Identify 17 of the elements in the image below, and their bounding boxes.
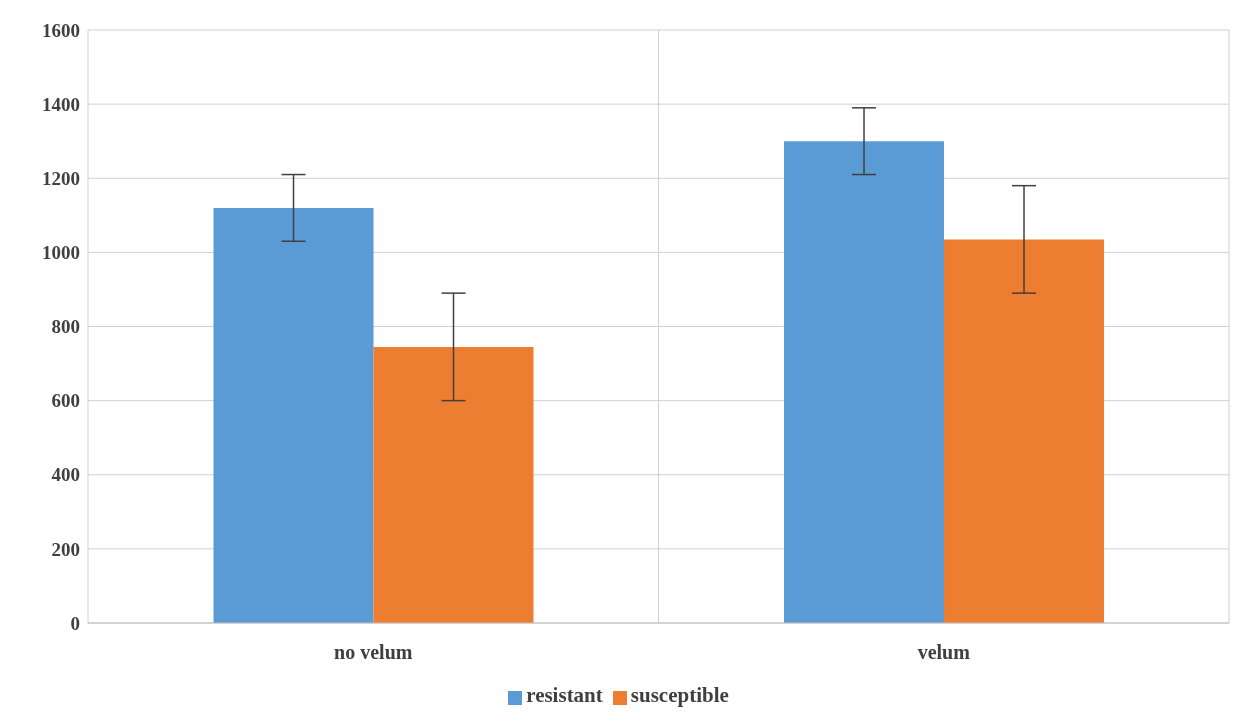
y-tick-label: 1400: [42, 93, 80, 115]
y-tick-label: 800: [51, 316, 80, 338]
x-tick-label: velum: [917, 641, 971, 664]
y-tick-label: 600: [51, 390, 80, 412]
bar: [373, 346, 534, 623]
bar: [944, 239, 1105, 623]
x-tick-label: no velum: [334, 641, 413, 664]
y-tick-label: 400: [51, 464, 80, 486]
y-tick-label: 1000: [42, 242, 80, 264]
y-tick-label: 1200: [42, 167, 80, 189]
legend-label: susceptible: [630, 683, 729, 707]
legend-label: resistant: [526, 683, 603, 707]
y-tick-label: 0: [70, 612, 80, 634]
y-tick-label: 200: [51, 538, 80, 560]
bar: [784, 141, 945, 623]
y-tick-label: 1600: [42, 19, 80, 41]
bar: [213, 207, 374, 623]
